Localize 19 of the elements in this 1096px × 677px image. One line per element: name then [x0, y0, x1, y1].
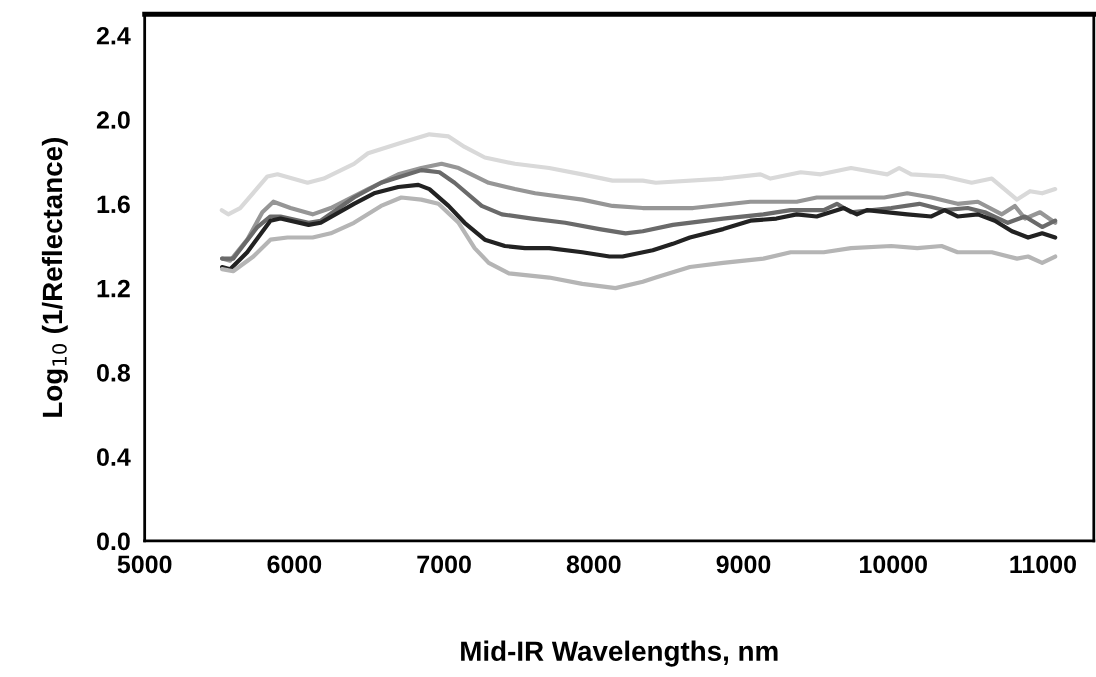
x-tick-label: 6000: [267, 555, 322, 574]
x-tick-label: 11000: [1010, 555, 1076, 574]
line-series: [219, 132, 1058, 217]
y-tick-label: 1.2: [97, 279, 130, 298]
y-axis-title: Log$_{10}$ (1/Reflectance): [41, 138, 68, 417]
x-tick-label: 10000: [860, 555, 927, 574]
y-tick-label: 0.8: [97, 363, 131, 382]
y-tick-label: 2.0: [96, 111, 130, 129]
y-tick-label: 2.4: [96, 26, 131, 45]
y-tick-label: 0.4: [97, 448, 131, 466]
y-tick-label: 1.6: [97, 195, 130, 214]
line-series: [219, 195, 1058, 291]
x-tick-label: 5000: [117, 555, 172, 574]
y-tick-label: 0.0: [97, 532, 130, 551]
x-axis-title: Mid-IR Wavelengths, nm: [461, 640, 778, 667]
x-tick-label: 8000: [566, 555, 621, 574]
x-tick-label: 7000: [417, 555, 471, 574]
line-series: [219, 182, 1058, 272]
x-tick-label: 9000: [716, 555, 771, 574]
